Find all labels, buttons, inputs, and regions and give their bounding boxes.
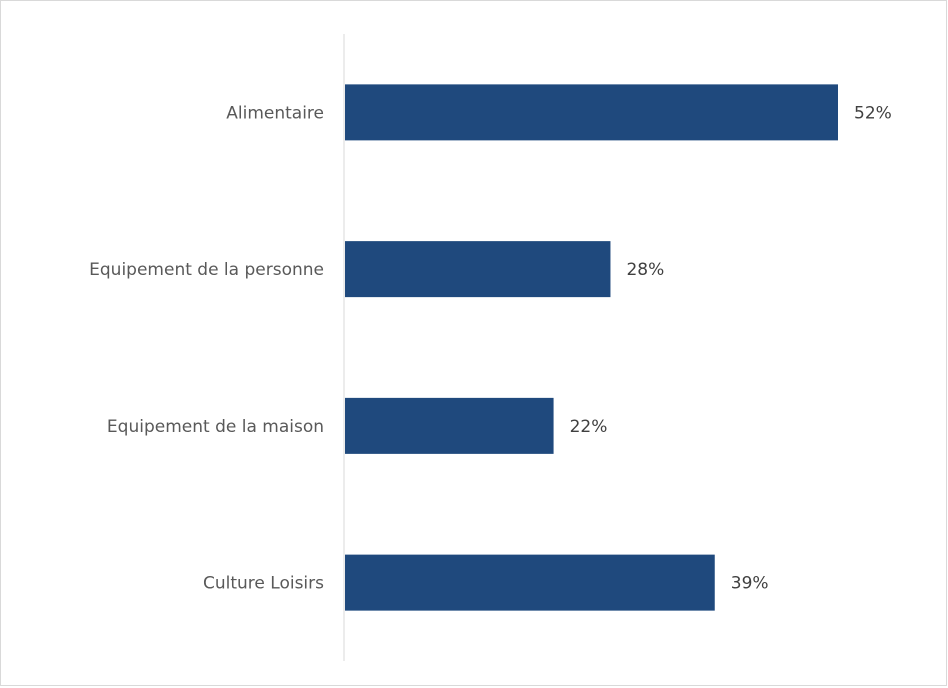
category-label-3: Equipement de la maison <box>107 417 324 437</box>
bar-2 <box>345 241 611 298</box>
category-label-4: Culture Loisirs <box>203 574 324 594</box>
data-label-3: 22% <box>570 417 608 437</box>
bar-4 <box>345 554 715 611</box>
category-label-2: Equipement de la personne <box>89 260 324 280</box>
data-label-4: 39% <box>731 574 769 594</box>
bar-3 <box>345 397 554 454</box>
bar-1 <box>345 84 838 141</box>
data-label-2: 28% <box>626 260 664 280</box>
data-label-1: 52% <box>854 103 892 123</box>
category-label-1: Alimentaire <box>226 103 324 123</box>
